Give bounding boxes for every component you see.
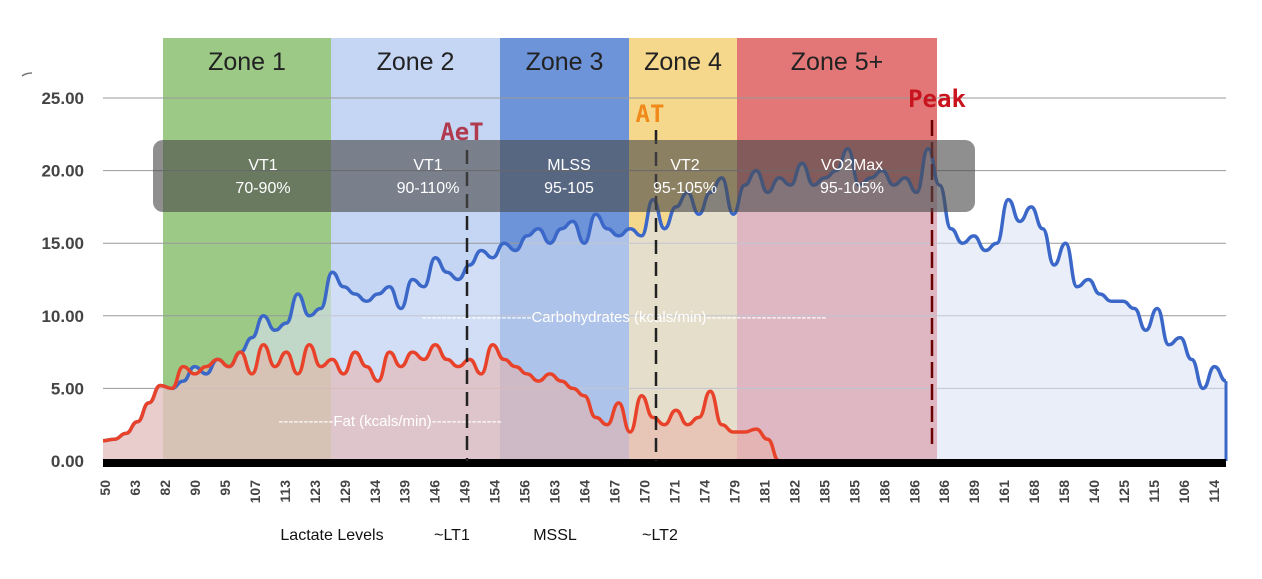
zone-1-label: Zone 1 (208, 48, 286, 76)
x-tick-label: 181 (756, 480, 772, 504)
x-tick-label: 167 (607, 480, 623, 504)
x-tick-label: 134 (367, 480, 383, 504)
x-tick-label: 186 (936, 480, 952, 504)
box-1-title: VT1 (248, 157, 277, 174)
x-tick-label: 163 (547, 480, 563, 504)
carbohydrates-label: ----------------------Carbohydrates (kca… (422, 309, 827, 326)
box-5-range: 95-105% (820, 180, 884, 197)
x-tick-label: 129 (337, 480, 353, 504)
mssl-label: MSSL (533, 527, 577, 544)
x-tick-label: 123 (307, 480, 323, 504)
x-tick-label: 63 (127, 480, 143, 496)
x-tick-label: 114 (1206, 480, 1222, 503)
x-tick-label: 156 (517, 480, 533, 504)
zone-5-label: Zone 5+ (791, 48, 883, 76)
box-5-title: VO2Max (821, 157, 883, 174)
carbohydrates-line (102, 147, 1227, 443)
x-tick-label: 125 (1116, 480, 1132, 504)
x-tick-label: 168 (1026, 480, 1042, 504)
y-tick-label: 5.00 (51, 379, 84, 398)
y-tick-label: 10.00 (41, 307, 84, 326)
x-tick-label: 107 (247, 480, 263, 504)
x-tick-label: 189 (966, 480, 982, 504)
x-tick-label: 115 (1146, 480, 1162, 503)
x-tick-label: 106 (1176, 480, 1192, 504)
x-tick-label: 90 (187, 480, 203, 496)
box-4-range: 95-105% (653, 180, 717, 197)
x-tick-label: 50 (97, 480, 113, 496)
box-3-range: 95-105 (544, 180, 594, 197)
x-tick-label: 154 (487, 480, 503, 504)
x-tick-label: 139 (397, 480, 413, 504)
lactate-levels-label: Lactate Levels (280, 527, 383, 544)
lt2-label: ~LT2 (642, 527, 678, 544)
x-tick-label: 179 (726, 480, 742, 504)
box-2-range: 90-110% (397, 180, 460, 197)
box-4-title: VT2 (670, 157, 699, 174)
x-tick-label: 186 (876, 480, 892, 504)
x-tick-label: 186 (906, 480, 922, 504)
zone-2-label: Zone 2 (377, 48, 455, 76)
zone-4-label: Zone 4 (644, 48, 722, 76)
x-tick-label: 185 (846, 480, 862, 504)
x-tick-label: 174 (697, 480, 713, 504)
x-tick-label: 82 (157, 480, 173, 496)
series-lines: ----------------------Carbohydrates (kca… (102, 147, 1228, 463)
y-tick-label: 25.00 (41, 89, 84, 108)
y-tick-label: 0.00 (51, 452, 84, 471)
axes: 50 63 82 90 95 107 113 123 129 134 139 146 149 154 156… (21, 72, 1226, 504)
fat-line (102, 343, 780, 463)
x-tick-label: 170 (637, 480, 653, 504)
corner-mark (21, 72, 33, 77)
zone-3-label: Zone 3 (526, 48, 604, 76)
x-tick-label: 146 (427, 480, 443, 504)
fat-label: -----------Fat (kcals/min)-------------- (278, 413, 501, 430)
fat-area (103, 344, 780, 461)
ventilation-boxes: VT1 70-90% VT1 90-110% MLSS 95-105 VT2 95-105% V… (153, 140, 975, 212)
x-tick-label: 171 (667, 480, 683, 504)
ventilation-overlay (153, 140, 975, 212)
x-tick-label: 161 (996, 480, 1012, 504)
x-tick-label: 95 (217, 480, 233, 496)
lt1-label: ~LT1 (434, 527, 470, 544)
x-tick-label: 113 (277, 480, 293, 503)
box-2-title: VT1 (413, 157, 442, 174)
y-tick-label: 15.00 (41, 234, 84, 253)
box-3-title: MLSS (547, 157, 591, 174)
x-tick-label: 182 (786, 480, 802, 504)
y-tick-label: 20.00 (41, 162, 84, 181)
x-tick-label: 185 (816, 480, 832, 504)
peak-label: Peak (908, 85, 966, 113)
series-areas (103, 148, 1226, 462)
x-tick-label: 164 (577, 480, 593, 504)
box-1-range: 70-90% (235, 180, 290, 197)
annotations: Lactate Levels ~LT1 MSSL ~LT2 (280, 527, 678, 544)
x-tick-label: 140 (1086, 480, 1102, 504)
x-tick-label: 158 (1056, 480, 1072, 504)
at-label: AT (636, 100, 665, 128)
x-tick-label: 149 (457, 480, 473, 504)
x-axis-band (103, 459, 1226, 467)
